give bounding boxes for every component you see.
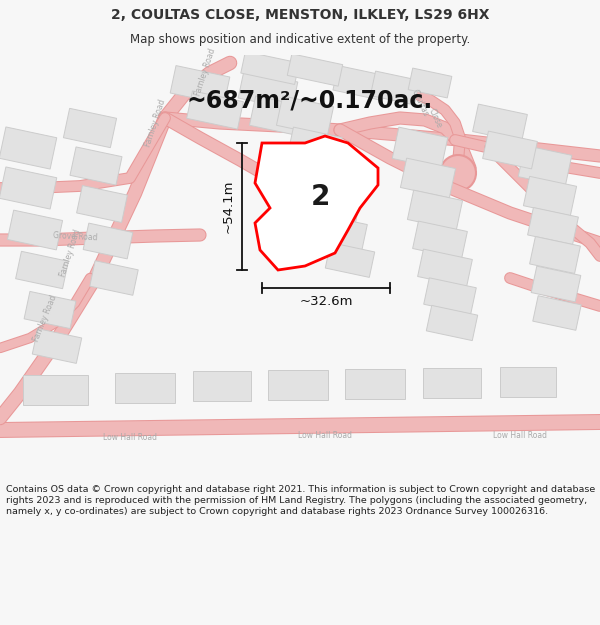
- Polygon shape: [0, 127, 57, 169]
- Text: Farnley Road: Farnley Road: [58, 228, 82, 278]
- Polygon shape: [277, 96, 334, 136]
- Text: Low Hall Road: Low Hall Road: [493, 431, 547, 439]
- Text: ~54.1m: ~54.1m: [222, 180, 235, 233]
- Polygon shape: [530, 236, 580, 274]
- Polygon shape: [473, 104, 527, 142]
- Text: Farnley Road: Farnley Road: [193, 47, 217, 97]
- Text: Low Hall Road: Low Hall Road: [298, 431, 352, 441]
- Text: Farnley Road: Farnley Road: [32, 293, 58, 343]
- Polygon shape: [408, 68, 452, 98]
- Polygon shape: [0, 167, 57, 209]
- Polygon shape: [392, 127, 448, 169]
- Text: Map shows position and indicative extent of the property.: Map shows position and indicative extent…: [130, 33, 470, 46]
- Polygon shape: [407, 190, 463, 230]
- Polygon shape: [64, 108, 116, 148]
- Polygon shape: [170, 66, 230, 104]
- Polygon shape: [255, 136, 378, 270]
- Polygon shape: [241, 51, 299, 84]
- Polygon shape: [400, 158, 455, 198]
- Polygon shape: [518, 146, 572, 187]
- Text: Low Hall Road: Low Hall Road: [103, 434, 157, 442]
- Text: Farnley Road: Farnley Road: [143, 98, 167, 148]
- Polygon shape: [70, 147, 122, 185]
- Polygon shape: [482, 131, 538, 169]
- Polygon shape: [238, 71, 298, 109]
- Polygon shape: [250, 96, 307, 136]
- Polygon shape: [424, 278, 476, 314]
- Polygon shape: [333, 66, 387, 101]
- Polygon shape: [527, 208, 578, 244]
- Polygon shape: [413, 221, 467, 259]
- Text: 2, COULTAS CLOSE, MENSTON, ILKLEY, LS29 6HX: 2, COULTAS CLOSE, MENSTON, ILKLEY, LS29 …: [111, 8, 489, 22]
- Polygon shape: [77, 186, 127, 222]
- Polygon shape: [345, 369, 405, 399]
- Polygon shape: [24, 291, 76, 329]
- Polygon shape: [23, 375, 88, 405]
- Polygon shape: [427, 306, 478, 341]
- Polygon shape: [317, 215, 367, 251]
- Polygon shape: [533, 296, 581, 330]
- Polygon shape: [115, 373, 175, 403]
- Polygon shape: [90, 261, 138, 295]
- Text: ~687m²/~0.170ac.: ~687m²/~0.170ac.: [187, 88, 433, 112]
- Circle shape: [440, 155, 476, 191]
- Polygon shape: [523, 176, 577, 216]
- Polygon shape: [299, 158, 352, 194]
- Text: Contains OS data © Crown copyright and database right 2021. This information is : Contains OS data © Crown copyright and d…: [6, 484, 595, 516]
- Text: Grove Road: Grove Road: [53, 231, 97, 242]
- Polygon shape: [16, 251, 68, 289]
- Polygon shape: [325, 242, 375, 278]
- Polygon shape: [32, 329, 82, 363]
- Polygon shape: [370, 71, 419, 105]
- Polygon shape: [7, 210, 62, 250]
- Text: 2: 2: [311, 183, 330, 211]
- Polygon shape: [309, 188, 361, 224]
- Polygon shape: [418, 249, 472, 287]
- Text: Close: Close: [427, 107, 443, 129]
- Polygon shape: [83, 223, 133, 259]
- Polygon shape: [287, 54, 343, 86]
- Polygon shape: [193, 371, 251, 401]
- Polygon shape: [500, 367, 556, 397]
- Text: ~32.6m: ~32.6m: [299, 295, 353, 308]
- Polygon shape: [423, 368, 481, 398]
- Polygon shape: [287, 127, 343, 165]
- Polygon shape: [187, 91, 244, 129]
- Text: Coultas: Coultas: [410, 88, 430, 118]
- Polygon shape: [531, 266, 581, 302]
- Polygon shape: [268, 370, 328, 400]
